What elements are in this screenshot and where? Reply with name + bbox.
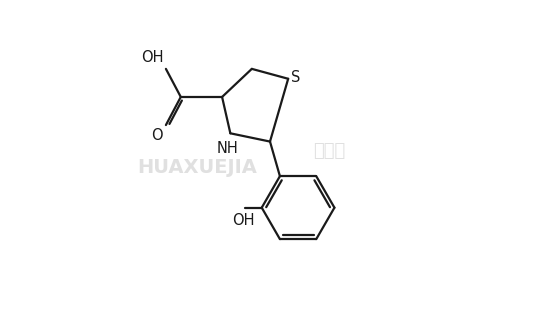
Text: OH: OH	[232, 213, 255, 227]
Text: NH: NH	[217, 140, 239, 156]
Text: OH: OH	[141, 50, 163, 65]
Text: HUAXUEJIA: HUAXUEJIA	[137, 159, 257, 177]
Text: 化学加: 化学加	[313, 142, 346, 161]
Text: O: O	[151, 128, 163, 143]
Text: S: S	[292, 70, 301, 85]
